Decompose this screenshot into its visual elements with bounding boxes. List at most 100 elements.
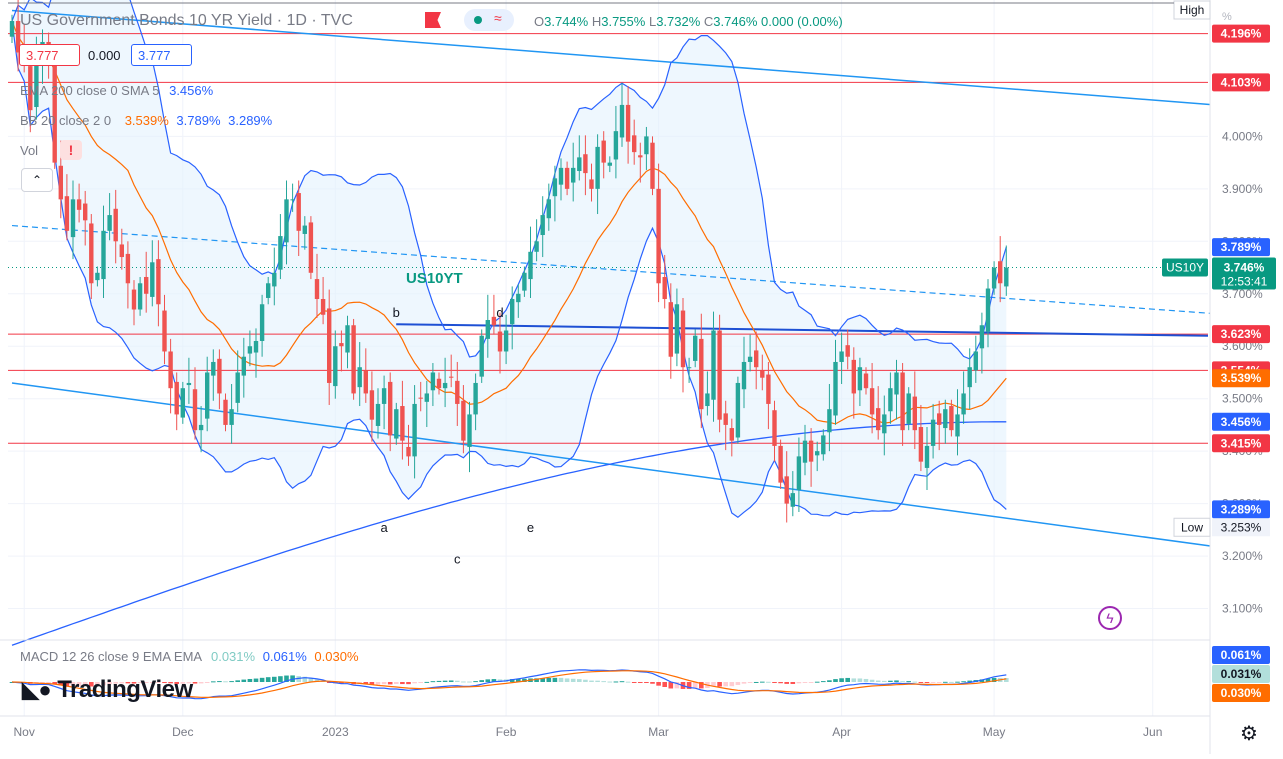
macd-histogram-bar [869, 679, 875, 682]
candle-body [83, 203, 88, 221]
macd-histogram-bar [955, 681, 960, 683]
macd-histogram-bar [943, 681, 948, 683]
status-dot-icon [474, 16, 482, 24]
candle-body [851, 359, 856, 394]
candle-body [680, 310, 686, 368]
candle-body [296, 193, 301, 231]
candle-body [9, 20, 15, 37]
macd-histogram-bar [491, 679, 497, 682]
macd-histogram-bar [436, 680, 442, 682]
candle-body [955, 414, 960, 437]
candle-body [924, 445, 930, 468]
candle-body [918, 427, 924, 462]
candle-body [388, 381, 393, 436]
candle-body [241, 356, 246, 376]
macd-histogram-bar [674, 682, 680, 689]
wave-label-c: c [454, 552, 461, 567]
macd-histogram-bar [314, 679, 320, 682]
candle-body [705, 393, 710, 407]
bb-lower-tag-bg [1212, 500, 1270, 519]
macd-histogram-bar [570, 678, 576, 682]
macd-histogram-bar [577, 679, 582, 682]
ohlc-change: 0.000 (0.00%) [761, 14, 843, 29]
macd-histogram-bar [52, 682, 57, 685]
macd-histogram-bar [863, 678, 869, 682]
candle-body [101, 230, 106, 280]
macd-histogram-bar [888, 680, 893, 682]
candle-body [491, 316, 497, 326]
macd-histogram-bar [796, 682, 802, 684]
macd-histogram-bar [735, 682, 741, 685]
macd-histogram-bar [906, 681, 911, 683]
macd-histogram-bar [156, 682, 161, 683]
vol-legend[interactable]: Vol [20, 143, 38, 158]
macd-histogram-bar [699, 682, 704, 689]
macd-signal-value: 0.030% [314, 649, 359, 664]
candle-body [180, 388, 185, 418]
level-price-tag: 4.196% [1221, 27, 1262, 41]
macd-histogram-bar [308, 678, 314, 682]
candle-body [284, 199, 289, 243]
macd-histogram-bar [186, 682, 192, 684]
symbol-title[interactable]: US Government Bonds 10 YR Yield · 1D · T… [20, 12, 353, 29]
macd-histogram-bar [363, 682, 369, 685]
macd-histogram-bar [546, 677, 552, 682]
ema-legend[interactable]: EMA 200 close 0 SMA 5 3.456% [20, 83, 213, 98]
tradingview-logo[interactable]: ◣● TradingView [22, 676, 193, 704]
macd-histogram-bar [107, 682, 112, 685]
ema-tag: 3.456% [1221, 415, 1262, 429]
macd-histogram-bar [394, 682, 399, 684]
candle-body [693, 335, 698, 361]
candle-body [442, 382, 448, 389]
candle-body [485, 320, 490, 339]
candle-body [961, 393, 966, 415]
candle-body [668, 302, 673, 357]
candle-body [863, 373, 869, 389]
candle-body [223, 399, 228, 425]
macd-histogram-bar [229, 681, 234, 683]
data-window-toggle[interactable]: ≈ [464, 9, 514, 31]
candle-body [424, 393, 429, 402]
price-tick-label: 3.700% [1222, 287, 1263, 301]
sell-price-box[interactable]: 3.777 [19, 44, 80, 66]
macd-histogram-bar [894, 680, 899, 682]
macd-histogram-bar [150, 682, 155, 683]
candle-body [406, 446, 411, 457]
candle-body [95, 272, 100, 281]
buy-price-box[interactable]: 3.777 [131, 44, 192, 66]
macd-histogram-bar [89, 682, 94, 687]
bb-legend[interactable]: BB 20 close 2 0 3.539% 3.789% 3.289% [20, 113, 272, 128]
macd-histogram-bar [583, 679, 588, 682]
collapse-legend-button[interactable]: ⌃ [21, 168, 53, 192]
symbol-tag: US10Y [1166, 261, 1204, 275]
macd-histogram-bar [198, 682, 204, 684]
settings-gear-icon[interactable]: ⚙ [1240, 723, 1258, 745]
macd-hist-tag-bg [1212, 665, 1270, 683]
macd-histogram-bar [564, 678, 570, 682]
bb-basis-value: 3.539% [124, 113, 169, 128]
lightning-icon[interactable]: ϟ [1098, 606, 1122, 630]
wave-label-e: e [527, 520, 534, 535]
candle-body [418, 397, 423, 399]
alert-flag-icon[interactable] [425, 12, 441, 28]
macd-histogram-bar [821, 681, 826, 683]
candle-body [308, 222, 314, 273]
macd-histogram-bar [930, 682, 936, 683]
macd-histogram-bar [991, 677, 997, 682]
macd-histogram-bar [46, 682, 51, 683]
macd-histogram-bar [778, 682, 783, 684]
macd-histogram-bar [619, 681, 625, 683]
macd-histogram-bar [723, 682, 728, 687]
vol-warning-icon[interactable]: ! [60, 140, 82, 160]
macd-histogram-bar [790, 682, 796, 684]
macd-histogram-bar [455, 680, 460, 682]
macd-legend[interactable]: MACD 12 26 close 9 EMA EMA 0.031% 0.061%… [20, 649, 359, 664]
candle-body [619, 104, 625, 138]
candle-body [290, 199, 295, 201]
macd-histogram-bar [540, 678, 545, 682]
price-tick-label: 3.100% [1222, 602, 1263, 616]
candle-body [259, 304, 265, 341]
candle-body [821, 435, 826, 455]
